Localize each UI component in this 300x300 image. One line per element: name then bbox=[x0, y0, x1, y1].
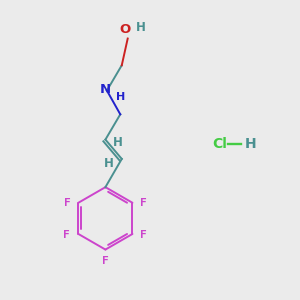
Text: H: H bbox=[136, 21, 146, 34]
Text: F: F bbox=[64, 198, 70, 208]
Text: F: F bbox=[140, 230, 147, 241]
Text: H: H bbox=[116, 92, 125, 101]
Text: H: H bbox=[245, 137, 257, 151]
Text: F: F bbox=[62, 230, 69, 241]
Text: O: O bbox=[119, 22, 130, 36]
Text: H: H bbox=[113, 136, 123, 149]
Text: H: H bbox=[104, 157, 114, 170]
Text: Cl: Cl bbox=[212, 137, 227, 151]
Text: F: F bbox=[102, 256, 109, 266]
Text: F: F bbox=[140, 198, 147, 208]
Text: N: N bbox=[100, 83, 111, 97]
